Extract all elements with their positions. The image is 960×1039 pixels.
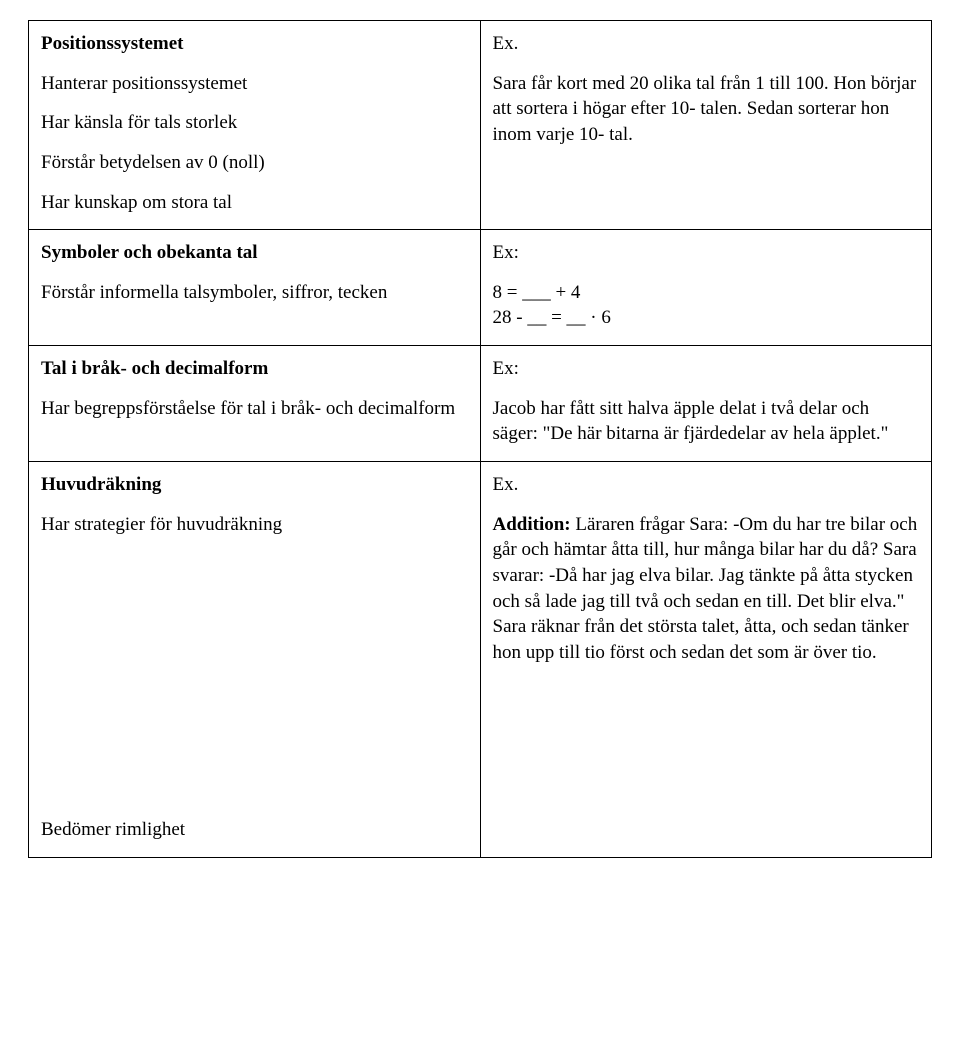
right-cell: Ex: Jacob har fått sitt halva äpple delat… <box>480 346 932 462</box>
table-row: Huvudräkning Har strategier för huvudräkn… <box>29 462 932 858</box>
text-block: Hanterar positionssystemet <box>41 71 468 97</box>
text-block: Addition: Läraren frågar Sara: -Om du ha… <box>493 512 920 666</box>
text-block: Har känsla för tals storlek <box>41 110 468 136</box>
text-block: Ex: <box>493 356 920 382</box>
text-block: 8 = ___ + 428 - __ = __ · 6 <box>493 280 920 331</box>
text-block: Huvudräkning <box>41 472 468 498</box>
table-row: Tal i bråk- och decimalform Har begreppsf… <box>29 346 932 462</box>
right-cell: Ex. Addition: Läraren frågar Sara: -Om du… <box>480 462 932 858</box>
text-block: Symboler och obekanta tal <box>41 240 468 266</box>
text-block: Har begreppsförståelse för tal i bråk- o… <box>41 396 468 422</box>
table-body: Positionssystemet Hanterar positionssyste… <box>29 21 932 858</box>
left-cell: Tal i bråk- och decimalform Har begreppsf… <box>29 346 481 462</box>
left-cell: Huvudräkning Har strategier för huvudräkn… <box>29 462 481 858</box>
right-cell: Ex. Sara får kort med 20 olika tal från 1… <box>480 21 932 230</box>
text-block: Ex. <box>493 31 920 57</box>
text-block: Ex. <box>493 472 920 498</box>
left-cell: Positionssystemet Hanterar positionssyste… <box>29 21 481 230</box>
table-row: Positionssystemet Hanterar positionssyste… <box>29 21 932 230</box>
table-row: Symboler och obekanta tal Förstår informe… <box>29 230 932 346</box>
content-table: Positionssystemet Hanterar positionssyste… <box>28 20 932 858</box>
text-block: Sara får kort med 20 olika tal från 1 ti… <box>493 71 920 148</box>
text-block: Bedömer rimlighet <box>41 817 468 843</box>
left-cell: Symboler och obekanta tal Förstår informe… <box>29 230 481 346</box>
text-block: Förstår informella talsymboler, siffror,… <box>41 280 468 306</box>
text-block: Har kunskap om stora tal <box>41 190 468 216</box>
text-block: Tal i bråk- och decimalform <box>41 356 468 382</box>
page: Positionssystemet Hanterar positionssyste… <box>0 0 960 898</box>
right-cell: Ex: 8 = ___ + 428 - __ = __ · 6 <box>480 230 932 346</box>
text-block: Positionssystemet <box>41 31 468 57</box>
text-block: Förstår betydelsen av 0 (noll) <box>41 150 468 176</box>
text-block: Jacob har fått sitt halva äpple delat i … <box>493 396 920 447</box>
text-block: Ex: <box>493 240 920 266</box>
text-block: Har strategier för huvudräkning <box>41 512 468 538</box>
